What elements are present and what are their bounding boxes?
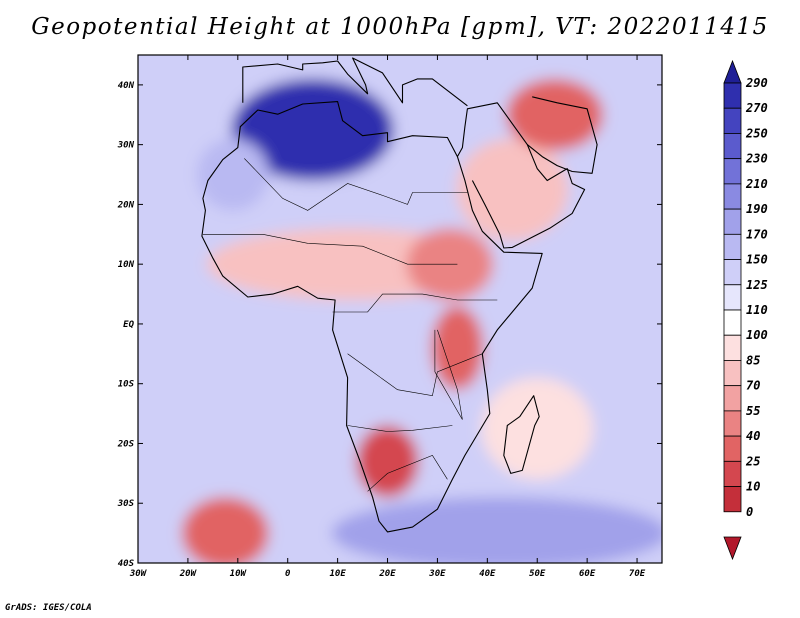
colorbar-label: 250 (745, 126, 768, 140)
field-region (556, 198, 662, 301)
colorbar-segment (723, 334, 742, 361)
x-tick-label: 30W (129, 569, 148, 579)
y-tick-label: 10S (118, 380, 135, 390)
colorbar-label: 270 (745, 101, 768, 115)
colorbar-segment (723, 360, 742, 387)
colorbar-label: 290 (745, 76, 768, 90)
y-tick-label: 10N (118, 260, 135, 270)
country-border (202, 234, 458, 265)
x-tick-label: 0 (285, 569, 291, 579)
field-region (231, 78, 394, 181)
colorbar-segment (723, 158, 742, 185)
field-regions (138, 55, 662, 563)
colorbar-label: 70 (746, 379, 760, 393)
colorbar-bottom-arrow (723, 536, 742, 561)
country-border (367, 455, 448, 492)
colorbar-label: 0 (746, 505, 753, 519)
colorbar-segment (723, 82, 742, 109)
x-tick-label: 70E (629, 569, 646, 579)
y-tick-label: 40S (118, 559, 135, 569)
field-region (481, 377, 594, 480)
iran-coastline (526, 96, 598, 174)
x-tick-label: 10W (230, 569, 248, 579)
chart-title: Geopotential Height at 1000hPa [gpm], VT… (31, 14, 769, 40)
colorbar-label: 125 (746, 278, 768, 292)
grads-credit: GrADS: IGES/COLA (5, 603, 92, 613)
arabia-coastline (456, 102, 586, 249)
country-border (434, 329, 463, 420)
field-region (138, 317, 294, 480)
colorbar-label: 40 (746, 429, 760, 443)
map-frame (137, 54, 663, 564)
colorbar-segment (723, 259, 742, 286)
colorbar-segment (723, 486, 742, 513)
colorbar-label: 170 (746, 227, 768, 241)
colorbar-segment (723, 183, 742, 210)
colorbar-segment (723, 107, 742, 134)
field-region (506, 78, 604, 151)
colorbar-segment (723, 435, 742, 462)
x-axis: 30W 20W 10W 0 10E 20E 30E 40E 50E 60E 70E (129, 55, 646, 579)
colorbar-segment (723, 208, 742, 235)
colorbar-top-arrow (723, 59, 742, 84)
field-region (356, 425, 419, 498)
colorbar-label: 55 (746, 404, 760, 418)
x-tick-label: 20E (378, 569, 396, 579)
colorbar-label: 110 (746, 303, 768, 317)
colorbar-label: 100 (746, 328, 768, 342)
x-tick-label: 10E (329, 569, 346, 579)
field-region (181, 497, 269, 563)
colorbar-label: 25 (745, 454, 760, 468)
country-border (347, 425, 453, 432)
madagascar-coastline (503, 395, 540, 474)
x-tick-label: 30E (428, 569, 446, 579)
colorbar: 2902702502302101901701501251101008570554… (723, 59, 768, 561)
x-tick-label: 60E (579, 569, 596, 579)
colorbar-segment (723, 309, 742, 336)
colorbar-label: 190 (746, 202, 768, 216)
colorbar-segment (723, 284, 742, 311)
colorbar-label: 230 (745, 152, 768, 166)
y-axis: 40S 30S 20S 10S EQ 10N 20N 30N 40N (117, 81, 662, 569)
colorbar-segment (723, 133, 742, 160)
colorbar-segment (723, 385, 742, 412)
colorbar-label: 150 (746, 253, 768, 267)
x-tick-label: 50E (529, 569, 546, 579)
y-tick-label: EQ (123, 320, 134, 330)
x-tick-label: 20W (179, 569, 198, 579)
y-tick-label: 30N (117, 141, 135, 151)
colorbar-segment (723, 233, 742, 260)
colorbar-label: 210 (745, 177, 768, 191)
colorbar-segment (723, 460, 742, 487)
field-region (431, 305, 484, 390)
colorbar-segment (723, 410, 742, 437)
field-region (331, 497, 662, 563)
field-region (196, 138, 269, 211)
country-border (244, 158, 468, 211)
y-tick-label: 20S (117, 439, 135, 449)
y-tick-label: 40N (118, 81, 135, 91)
europe-coastline (242, 57, 468, 107)
y-tick-label: 20N (117, 200, 135, 210)
country-border (332, 293, 498, 313)
field-region (456, 138, 569, 241)
y-tick-label: 30S (117, 499, 135, 509)
x-tick-label: 40E (479, 569, 496, 579)
colorbar-label: 85 (746, 353, 760, 367)
coastlines-layer (201, 57, 598, 533)
colorbar-label: 10 (746, 480, 760, 494)
country-border (347, 353, 483, 397)
geopotential-field (138, 55, 662, 563)
